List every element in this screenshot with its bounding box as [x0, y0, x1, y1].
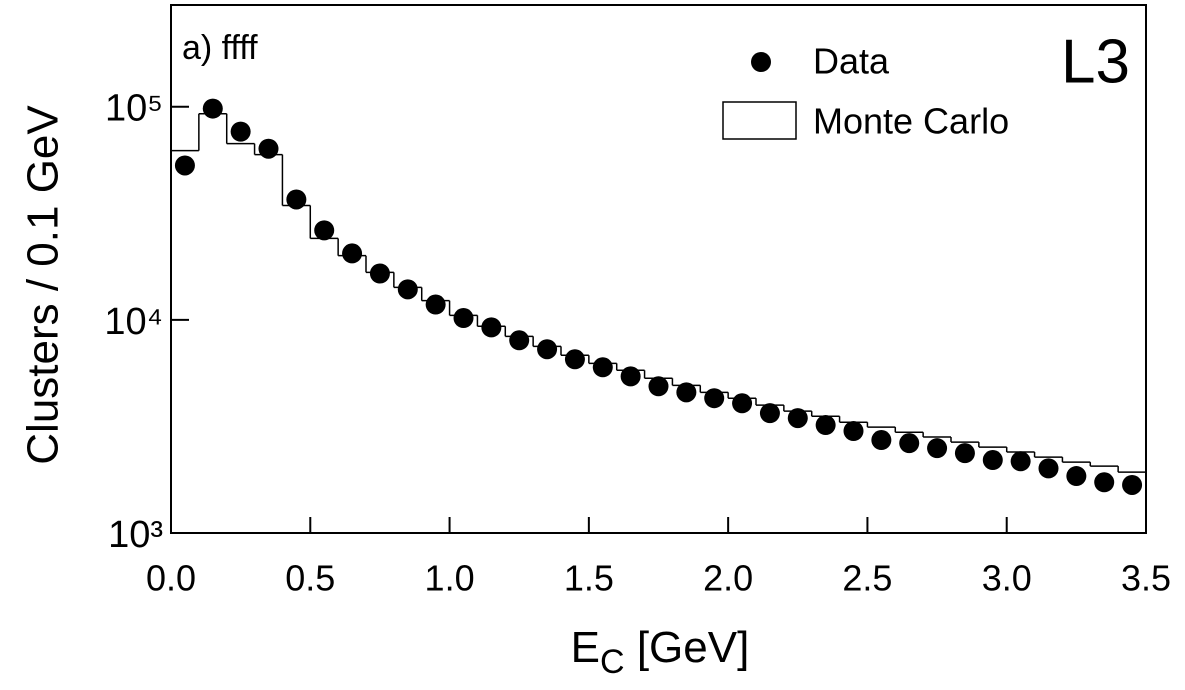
plot-frame [170, 4, 1147, 534]
data-point [1010, 451, 1031, 472]
legend: Data Monte Carlo [722, 41, 1009, 142]
y-tick-label: 10⁴ [104, 301, 163, 343]
data-point [759, 403, 780, 424]
panel-label: a) ffff [182, 29, 258, 67]
data-point [258, 138, 279, 159]
data-point [174, 155, 195, 176]
data-point [369, 263, 390, 284]
legend-label: Data [813, 41, 890, 82]
legend-marker [751, 52, 771, 72]
data-point [787, 408, 808, 429]
data-point [481, 317, 502, 338]
data-point [648, 376, 669, 397]
data-point [397, 279, 418, 300]
x-axis-label-subscript: C [600, 643, 625, 681]
data-point [202, 98, 223, 119]
data-point [815, 415, 836, 436]
data-point [592, 357, 613, 378]
data-point [982, 450, 1003, 471]
data-point [927, 438, 948, 459]
y-axis-label: Clusters / 0.1 GeV [19, 105, 68, 465]
data-point [509, 330, 530, 351]
data-point [564, 349, 585, 370]
data-point [620, 366, 641, 387]
data-point [1038, 458, 1059, 479]
x-tick-label: 3.0 [982, 558, 1032, 599]
data-point [453, 308, 474, 329]
data-point [704, 388, 725, 409]
x-axis-label-unit: [GeV] [625, 623, 750, 672]
data-point [676, 382, 697, 403]
y-tick-label: 10³ [108, 514, 163, 556]
x-tick-label: 1.0 [425, 558, 475, 599]
data-point [843, 420, 864, 441]
x-axis-label-main: E [571, 623, 600, 672]
x-tick-label: 1.5 [564, 558, 614, 599]
x-axis-label: EC [GeV] [571, 623, 750, 681]
legend-label: Monte Carlo [813, 101, 1009, 142]
data-point [286, 189, 307, 210]
data-point [1094, 472, 1115, 493]
x-tick-label: 2.0 [703, 558, 753, 599]
data-point [314, 220, 335, 241]
data-point [342, 243, 363, 264]
x-tick-label: 0.0 [146, 558, 196, 599]
y-tick-label: 10⁵ [105, 88, 163, 130]
experiment-label: L3 [1061, 27, 1130, 96]
x-tick-label: 3.5 [1121, 558, 1171, 599]
data-point [425, 294, 446, 315]
data-point [732, 393, 753, 414]
x-tick-label: 2.5 [842, 558, 892, 599]
legend-swatch [722, 101, 797, 140]
data-point [871, 430, 892, 451]
data-point [230, 121, 251, 142]
data-point [537, 339, 558, 360]
data-point [1066, 466, 1087, 487]
x-tick-label: 0.5 [285, 558, 335, 599]
data-point [899, 433, 920, 454]
data-point [1122, 474, 1143, 495]
data-point [954, 443, 975, 464]
